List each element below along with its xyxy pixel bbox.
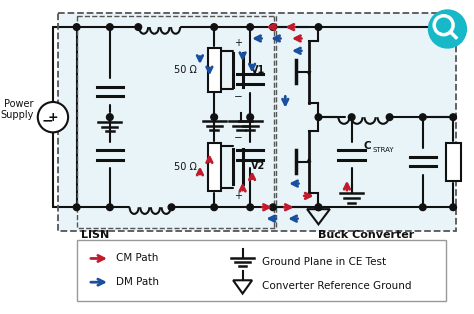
Circle shape [450, 114, 456, 121]
Text: +: + [47, 111, 58, 124]
Bar [208, 48, 221, 92]
Text: −: − [234, 133, 242, 143]
Circle shape [419, 114, 426, 121]
Circle shape [211, 114, 218, 121]
Circle shape [270, 204, 276, 211]
Text: Converter Reference Ground: Converter Reference Ground [262, 281, 411, 291]
Circle shape [38, 102, 68, 132]
Text: V2: V2 [251, 161, 265, 171]
Circle shape [107, 24, 113, 30]
Text: V1: V1 [251, 65, 265, 75]
FancyBboxPatch shape [77, 240, 447, 301]
Text: LISN: LISN [82, 230, 109, 240]
Text: +: + [234, 191, 242, 201]
Bar [446, 143, 461, 181]
Circle shape [315, 204, 322, 211]
Circle shape [348, 114, 355, 121]
Circle shape [386, 114, 393, 121]
Circle shape [211, 204, 218, 211]
Text: DM Path: DM Path [117, 277, 159, 287]
Text: −: − [41, 113, 53, 127]
Text: Power
Supply: Power Supply [0, 99, 34, 120]
Text: 50 Ω: 50 Ω [174, 162, 197, 172]
Circle shape [450, 204, 456, 211]
Text: Ground Plane in CE Test: Ground Plane in CE Test [262, 257, 386, 267]
Text: Buck Converter: Buck Converter [318, 230, 414, 240]
Text: STRAY: STRAY [373, 147, 394, 153]
Bar [208, 143, 221, 191]
Text: 50 Ω: 50 Ω [174, 65, 197, 75]
Circle shape [135, 24, 142, 30]
Circle shape [247, 204, 254, 211]
Text: C: C [363, 141, 371, 151]
Circle shape [428, 10, 466, 48]
Circle shape [107, 114, 113, 121]
Circle shape [247, 114, 254, 121]
Circle shape [73, 24, 80, 30]
Circle shape [107, 204, 113, 211]
Text: −: − [234, 92, 242, 101]
Circle shape [315, 204, 322, 211]
Circle shape [315, 114, 322, 121]
Circle shape [315, 24, 322, 30]
Text: CM Path: CM Path [117, 253, 159, 263]
Circle shape [211, 24, 218, 30]
FancyBboxPatch shape [58, 13, 456, 231]
Circle shape [419, 204, 426, 211]
Circle shape [270, 24, 276, 30]
Circle shape [168, 204, 175, 211]
Circle shape [247, 24, 254, 30]
Circle shape [73, 204, 80, 211]
Text: +: + [234, 38, 242, 48]
